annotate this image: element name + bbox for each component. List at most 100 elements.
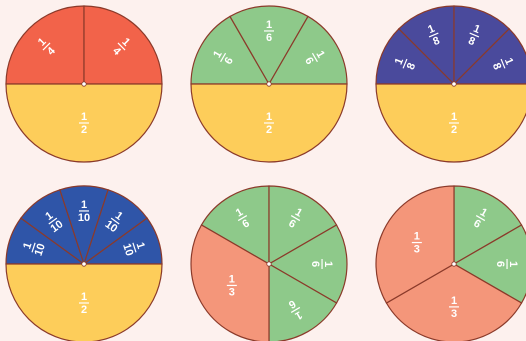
fraction-bar: [42, 42, 51, 51]
fraction-label: 16: [494, 259, 519, 269]
fraction-denominator: 10: [103, 218, 120, 235]
fraction-numerator: 1: [81, 199, 87, 211]
fraction-denominator: 2: [81, 304, 87, 316]
fraction-label: 16: [309, 259, 334, 269]
fraction-label: 18: [466, 23, 481, 48]
fraction-denominator: 2: [266, 124, 272, 136]
fraction-sector: 110: [59, 185, 109, 266]
fraction-sector: 16: [267, 224, 348, 304]
fraction-denominator: 10: [120, 242, 135, 257]
fraction-bar: [117, 42, 126, 51]
fraction-numerator: 1: [451, 111, 457, 123]
fraction-sector: 12: [375, 83, 526, 163]
fraction-label: 12: [449, 111, 459, 136]
fraction-denominator: 6: [302, 55, 315, 66]
fraction-bar: [290, 215, 301, 222]
fraction-sector: 14: [5, 5, 85, 85]
fraction-denominator: 8: [431, 35, 441, 48]
fraction-sector: 14: [83, 5, 163, 85]
fraction-label: 16: [471, 206, 489, 231]
fraction-denominator: 10: [78, 212, 90, 224]
fraction-label: 13: [449, 295, 459, 320]
fraction-numerator: 1: [81, 111, 87, 123]
fraction-numerator: 1: [322, 261, 334, 267]
fraction-denominator: 3: [229, 286, 235, 298]
fraction-bar: [48, 217, 58, 225]
fraction-label: 110: [120, 241, 147, 257]
fraction-bar: [500, 58, 506, 69]
sector-shape: [268, 262, 338, 341]
fraction-label: 18: [490, 56, 515, 71]
center-dot: [266, 261, 272, 267]
fraction-sector: 110: [5, 217, 86, 265]
fraction-label: 16: [264, 19, 274, 44]
fraction-denominator: 3: [414, 244, 420, 256]
fraction-numerator: 1: [393, 56, 406, 66]
fraction-label: 16: [286, 206, 304, 231]
fraction-sector: 16: [190, 15, 271, 85]
fraction-numerator: 1: [266, 111, 272, 123]
fraction-denominator: 6: [286, 297, 297, 310]
fraction-bar: [110, 217, 120, 225]
fraction-sector: 12: [5, 263, 163, 341]
fraction-sector: 110: [82, 217, 163, 265]
fraction-label: 12: [264, 111, 274, 136]
fraction-sector: 18: [398, 5, 455, 86]
sector-shape: [229, 5, 309, 86]
sector-shape: [375, 185, 455, 304]
fraction-sector: 16: [229, 5, 309, 86]
fraction-label: 13: [411, 231, 422, 256]
fraction-numerator: 1: [81, 291, 87, 303]
fraction-numerator: 1: [451, 295, 457, 307]
fraction-numerator: 1: [133, 241, 146, 251]
sector-shape: [83, 5, 163, 85]
sector-shape: [453, 185, 523, 266]
fraction-denominator: 10: [33, 242, 48, 257]
fraction-sector: 16: [452, 224, 526, 304]
fraction-numerator: 1: [229, 273, 235, 285]
sector-shape: [453, 5, 510, 86]
fraction-bar: [237, 215, 248, 222]
sector-shape: [398, 5, 455, 86]
fraction-sector: 16: [453, 185, 523, 266]
fraction-bar: [220, 52, 227, 63]
fraction-sector: 16: [268, 262, 338, 341]
fraction-numerator: 1: [507, 261, 519, 267]
fraction-numerator: 1: [21, 241, 34, 251]
fraction-numerator: 1: [266, 19, 272, 31]
sector-shape: [267, 224, 348, 304]
sector-shape: [190, 224, 270, 341]
fraction-denominator: 6: [240, 217, 251, 230]
fraction-denominator: 8: [466, 35, 476, 48]
sector-shape: [5, 5, 85, 85]
fraction-bar: [402, 58, 408, 69]
fraction-denominator: 6: [286, 217, 297, 230]
fraction-denominator: 10: [48, 218, 65, 235]
fraction-denominator: 8: [490, 61, 503, 71]
fraction-label: 12: [79, 111, 89, 136]
fraction-numerator: 1: [313, 49, 326, 60]
fraction-label: 16: [302, 49, 327, 67]
sector-shape: [452, 224, 526, 304]
fraction-numerator: 1: [426, 23, 436, 36]
fraction-numerator: 1: [293, 206, 304, 219]
fraction-bar: [132, 242, 137, 253]
fraction-denominator: 6: [266, 32, 272, 44]
center-dot: [81, 261, 87, 267]
fraction-sector: 16: [200, 185, 270, 266]
fraction-label: 12: [79, 291, 89, 316]
fraction-label: 110: [21, 241, 48, 257]
fraction-label: 16: [286, 297, 304, 322]
fraction-denominator: 6: [471, 217, 482, 230]
fraction-numerator: 1: [414, 231, 420, 243]
fraction-sector: 12: [5, 83, 163, 163]
fraction-label: 110: [78, 199, 90, 224]
fraction-sector: 16: [268, 185, 338, 266]
fraction-sector: 16: [267, 15, 348, 85]
sector-shape: [268, 185, 338, 266]
fraction-numerator: 1: [211, 49, 224, 60]
